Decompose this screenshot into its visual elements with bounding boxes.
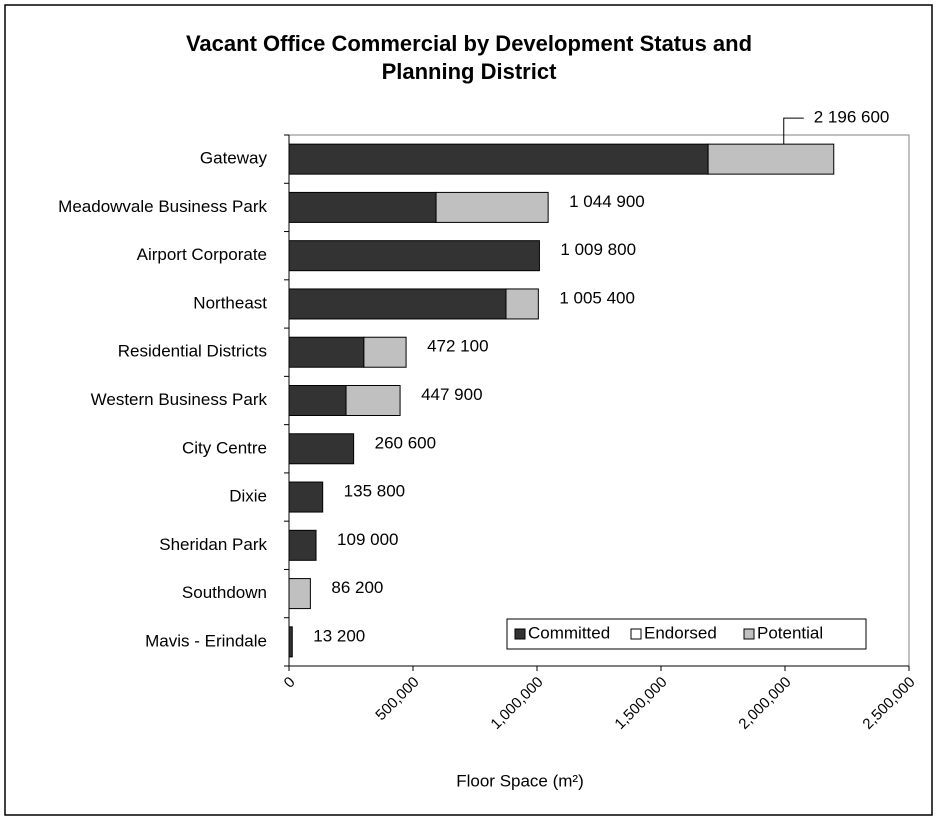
leader-line	[783, 117, 804, 145]
bar-segment	[288, 385, 347, 416]
bar-segment	[707, 143, 835, 175]
legend-swatch	[743, 628, 755, 640]
legend-swatch	[514, 628, 526, 640]
bar-segment	[288, 578, 311, 610]
total-label: 260 600	[375, 433, 436, 452]
total-label: 2 196 600	[814, 108, 890, 127]
bar-segment	[288, 336, 365, 368]
legend-label: Endorsed	[644, 623, 717, 642]
chart-title: Planning District	[382, 59, 557, 84]
total-label: 135 800	[344, 482, 405, 501]
bar-segment	[363, 336, 407, 368]
bar-segment	[435, 191, 549, 223]
total-label: 1 005 400	[559, 288, 635, 307]
total-label: 109 000	[337, 530, 398, 549]
y-tick-label: Northeast	[193, 293, 267, 312]
y-tick-label: Residential Districts	[118, 342, 267, 361]
bar-segment	[345, 385, 401, 416]
total-label: 1 009 800	[560, 240, 636, 259]
total-label: 86 200	[331, 578, 383, 597]
legend-box	[506, 618, 867, 650]
y-tick-label: Western Business Park	[91, 390, 268, 409]
bar-segment	[288, 240, 540, 272]
x-axis-label: Floor Space (m²)	[456, 771, 584, 790]
bar-segment	[288, 433, 355, 465]
y-tick-label: Mavis - Erindale	[145, 631, 267, 650]
y-tick-label: City Centre	[182, 438, 267, 457]
legend-swatch	[630, 628, 642, 640]
total-label: 447 900	[421, 385, 482, 404]
y-tick-label: Sheridan Park	[159, 535, 267, 554]
y-tick-label: Gateway	[200, 149, 268, 168]
total-label: 472 100	[427, 337, 488, 356]
bar-segment	[288, 481, 324, 513]
bar-segment	[288, 626, 293, 658]
bar-segment	[288, 529, 317, 561]
y-tick-label: Airport Corporate	[137, 245, 267, 264]
legend-label: Potential	[757, 623, 823, 642]
bar-segment	[288, 191, 437, 223]
total-label: 1 044 900	[569, 192, 645, 211]
y-tick-label: Meadowvale Business Park	[58, 197, 267, 216]
chart-title: Vacant Office Commercial by Development …	[186, 31, 752, 56]
bar-segment	[288, 143, 709, 175]
total-label: 13 200	[313, 626, 365, 645]
bar-segment	[288, 288, 507, 320]
y-tick-label: Dixie	[229, 487, 267, 506]
bar-segment	[505, 288, 539, 320]
legend-label: Committed	[528, 623, 610, 642]
y-tick-label: Southdown	[182, 583, 267, 602]
